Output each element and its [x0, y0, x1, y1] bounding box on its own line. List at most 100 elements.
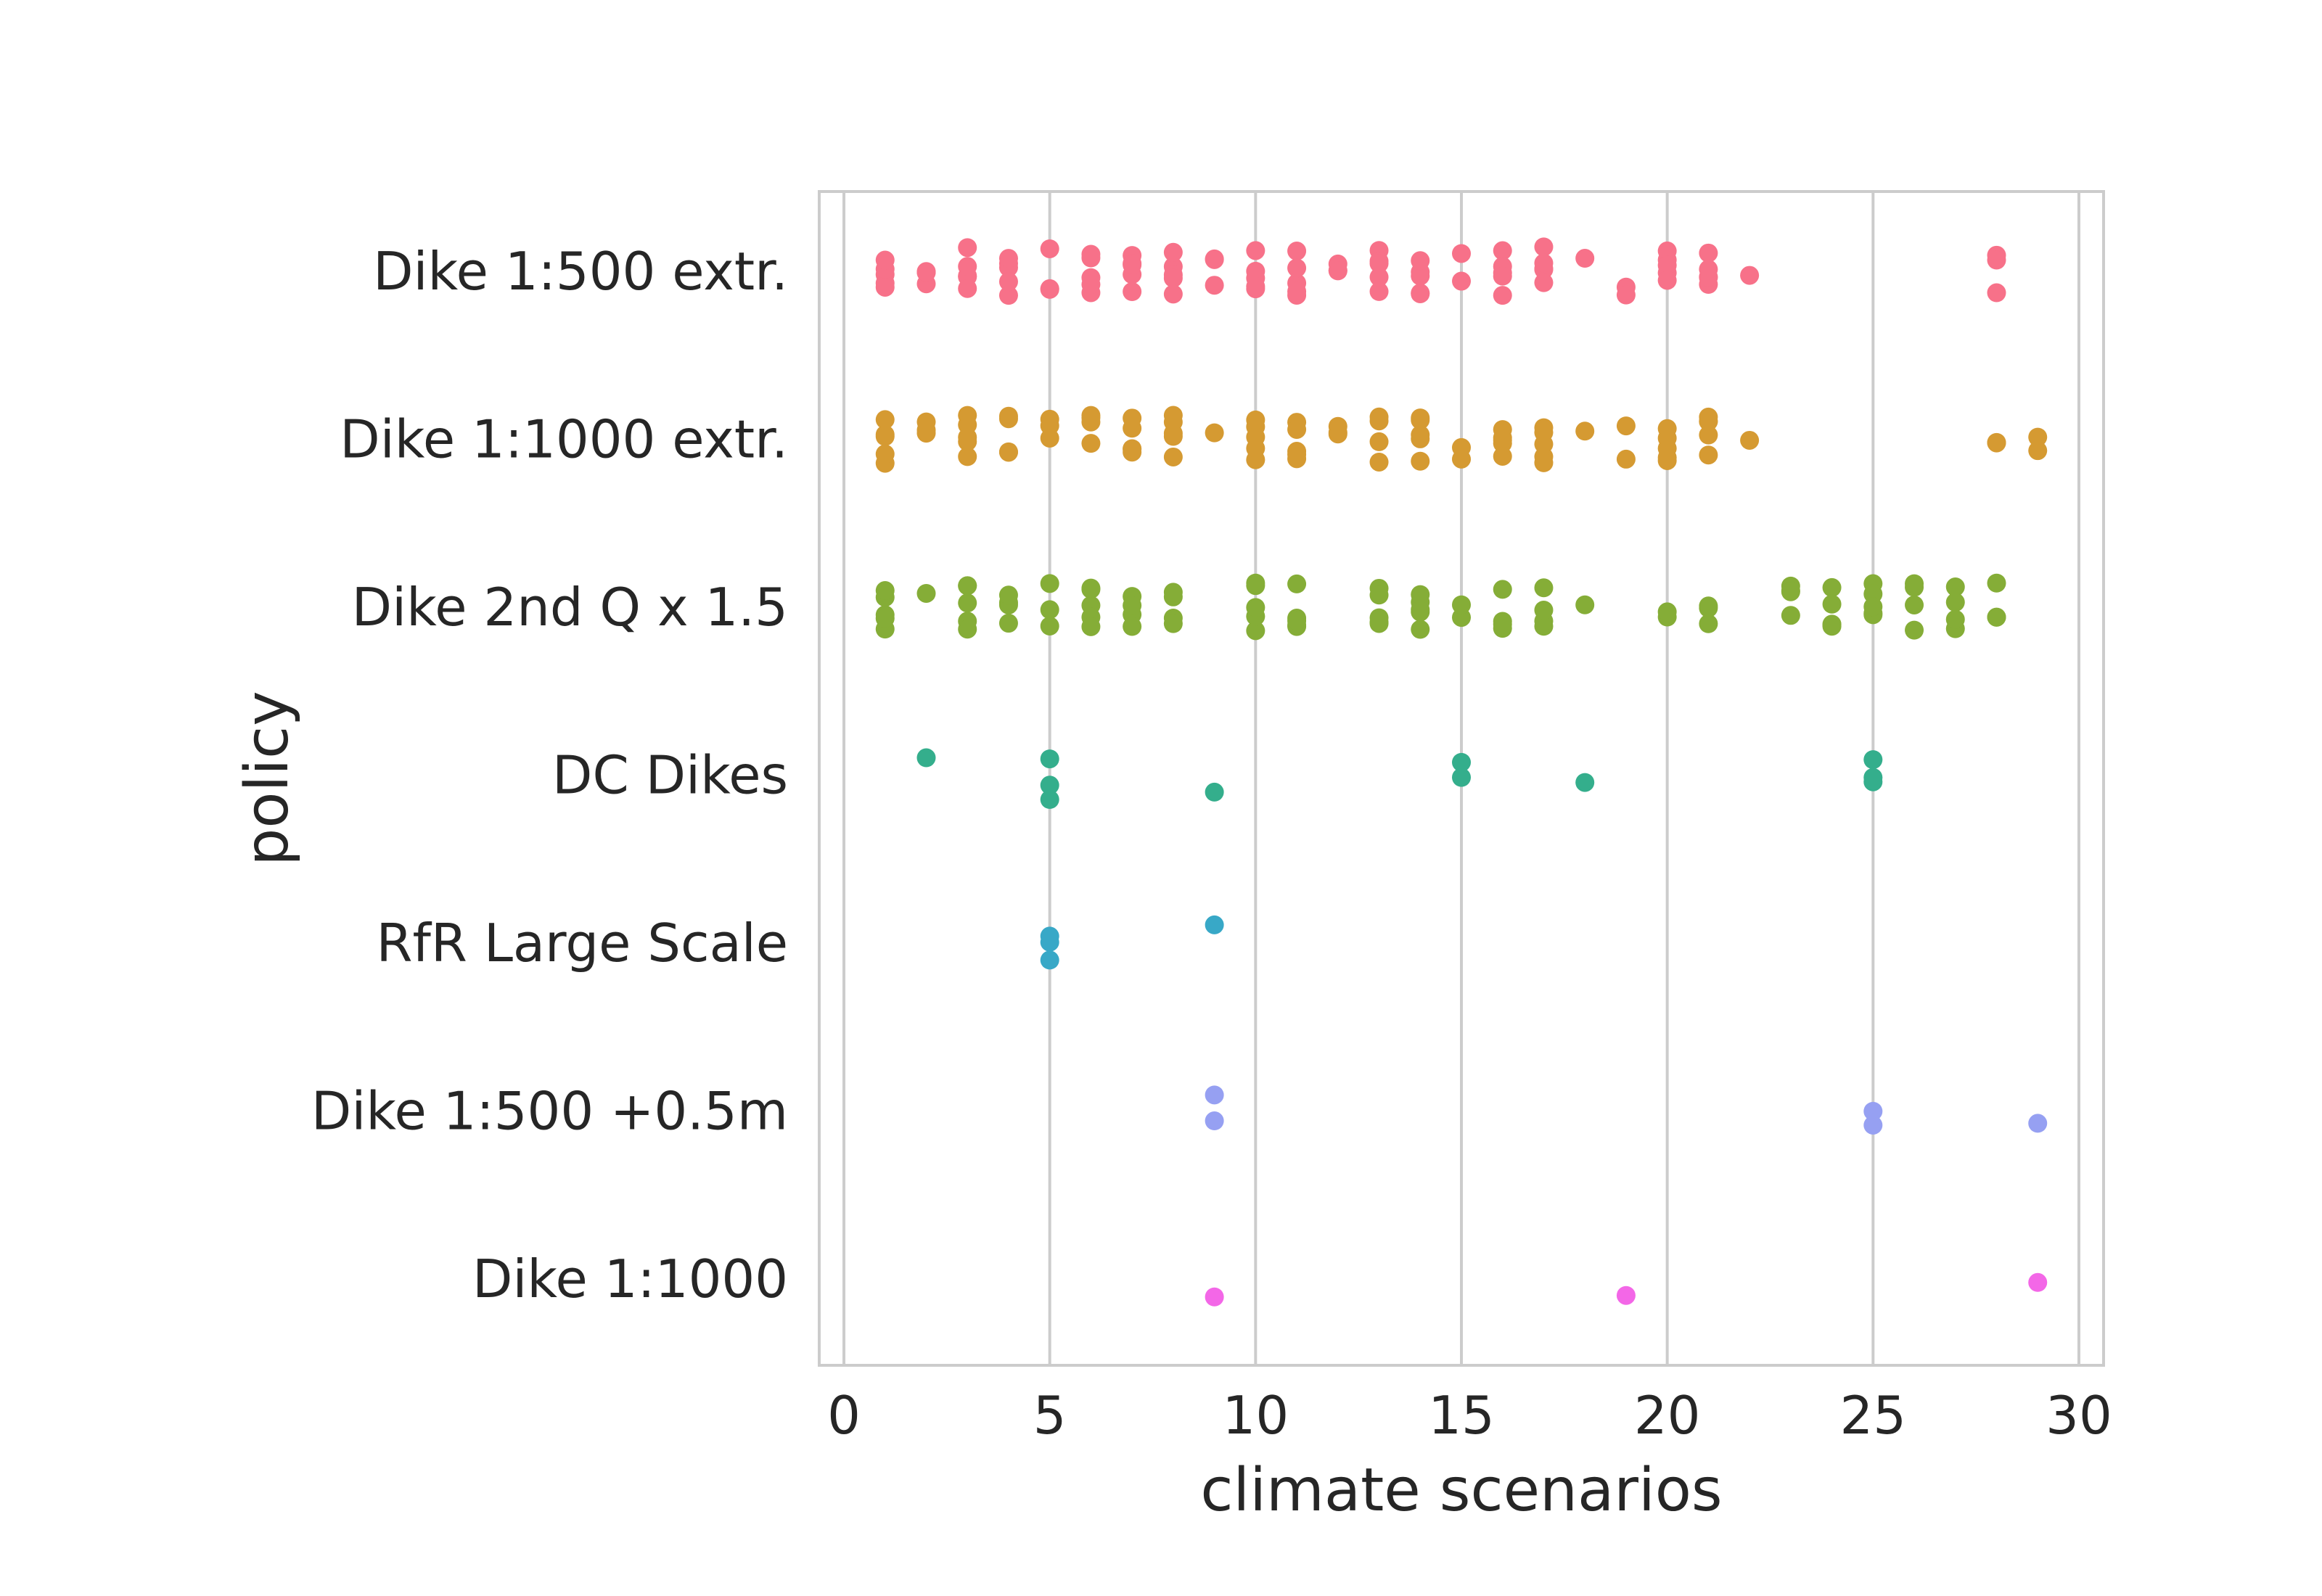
data-point [1287, 574, 1307, 593]
data-point [1575, 421, 1595, 441]
data-point [1040, 279, 1059, 298]
data-point [1699, 614, 1718, 633]
data-point [1987, 573, 2006, 593]
data-point [958, 238, 977, 258]
data-point [1411, 411, 1430, 430]
data-point [1945, 609, 1965, 629]
data-point [1040, 409, 1059, 429]
data-point [1123, 596, 1142, 615]
data-point [1616, 1286, 1636, 1305]
data-point [1205, 250, 1224, 269]
data-point [1781, 606, 1800, 625]
data-point [1740, 430, 1760, 450]
plot-frame [818, 190, 2105, 1367]
data-point [1863, 597, 1883, 617]
data-point [1534, 423, 1554, 443]
data-point [1863, 750, 1883, 770]
data-point [1452, 595, 1471, 614]
data-point [1905, 595, 1924, 614]
data-point [1287, 281, 1307, 301]
data-point [1411, 284, 1430, 303]
data-point [1575, 249, 1595, 268]
x-tick-label: 0 [827, 1385, 861, 1446]
data-point [1493, 430, 1512, 450]
data-point [916, 583, 936, 603]
data-point [1699, 425, 1718, 445]
data-point [1657, 271, 1677, 290]
data-point [998, 442, 1018, 461]
data-point [1616, 285, 1636, 305]
y-tick-label: Dike 2nd Q x 1.5 [352, 577, 788, 638]
data-point [875, 581, 895, 601]
data-point [958, 447, 977, 466]
data-point [1287, 242, 1307, 261]
data-point [1657, 448, 1677, 467]
data-point [1081, 617, 1101, 636]
data-point [998, 585, 1018, 605]
data-point [1246, 598, 1265, 617]
data-point [875, 410, 895, 429]
data-point [1163, 614, 1183, 633]
data-point [1123, 282, 1142, 302]
y-axis-label: policy [233, 691, 302, 865]
data-point [1040, 926, 1059, 946]
data-point [1657, 602, 1677, 622]
data-point [958, 415, 977, 435]
x-axis-label: climate scenarios [1200, 1456, 1722, 1525]
data-point [1657, 255, 1677, 275]
data-point [1987, 250, 2006, 270]
data-point [1987, 433, 2006, 453]
data-point [1411, 251, 1430, 271]
data-point [1369, 452, 1389, 472]
data-point [1411, 451, 1430, 471]
data-point [1905, 620, 1924, 640]
data-point [1411, 602, 1430, 622]
data-point [1575, 773, 1595, 792]
data-point [1493, 286, 1512, 305]
data-point [1534, 453, 1554, 472]
data-point [998, 614, 1018, 633]
data-point [1123, 255, 1142, 275]
data-point [1123, 439, 1142, 458]
data-point [2028, 441, 2048, 461]
data-point [1945, 577, 1965, 597]
y-tick-label: Dike 1:1000 [472, 1249, 788, 1309]
data-point [958, 279, 977, 298]
y-tick-label: RfR Large Scale [377, 913, 788, 974]
data-point [1040, 790, 1059, 810]
data-point [1657, 241, 1677, 260]
data-point [2028, 1114, 2048, 1133]
data-point [1163, 424, 1183, 443]
data-point [1863, 1115, 1883, 1135]
data-point [1452, 271, 1471, 291]
data-point [875, 277, 895, 297]
data-point [1369, 585, 1389, 605]
x-tick-label: 20 [1634, 1385, 1701, 1446]
data-point [875, 444, 895, 464]
data-point [1287, 611, 1307, 630]
data-point [1616, 449, 1636, 469]
data-point [1411, 425, 1430, 445]
data-point [1369, 608, 1389, 628]
data-point [1328, 261, 1347, 281]
y-tick-label: DC Dikes [552, 745, 788, 806]
y-tick-label: Dike 1:500 extr. [373, 241, 788, 302]
data-point [1123, 617, 1142, 636]
data-point [1863, 768, 1883, 787]
data-point [1163, 447, 1183, 466]
y-tick-label: Dike 1:1000 extr. [340, 409, 788, 470]
data-point [1163, 284, 1183, 304]
data-point [1040, 574, 1059, 593]
data-point [1081, 244, 1101, 264]
data-point [1493, 266, 1512, 286]
x-tick-labels: 0 5 10 15 20 25 30 [827, 1385, 2112, 1446]
data-point [1205, 1287, 1224, 1307]
y-tick-label: Dike 1:500 +0.5m [311, 1081, 788, 1142]
data-point [1616, 416, 1636, 436]
data-point [1040, 950, 1059, 970]
data-point [1822, 577, 1842, 597]
data-point [1246, 241, 1265, 260]
data-point [1534, 273, 1554, 292]
x-tick-label: 5 [1033, 1385, 1067, 1446]
data-point [1205, 423, 1224, 443]
